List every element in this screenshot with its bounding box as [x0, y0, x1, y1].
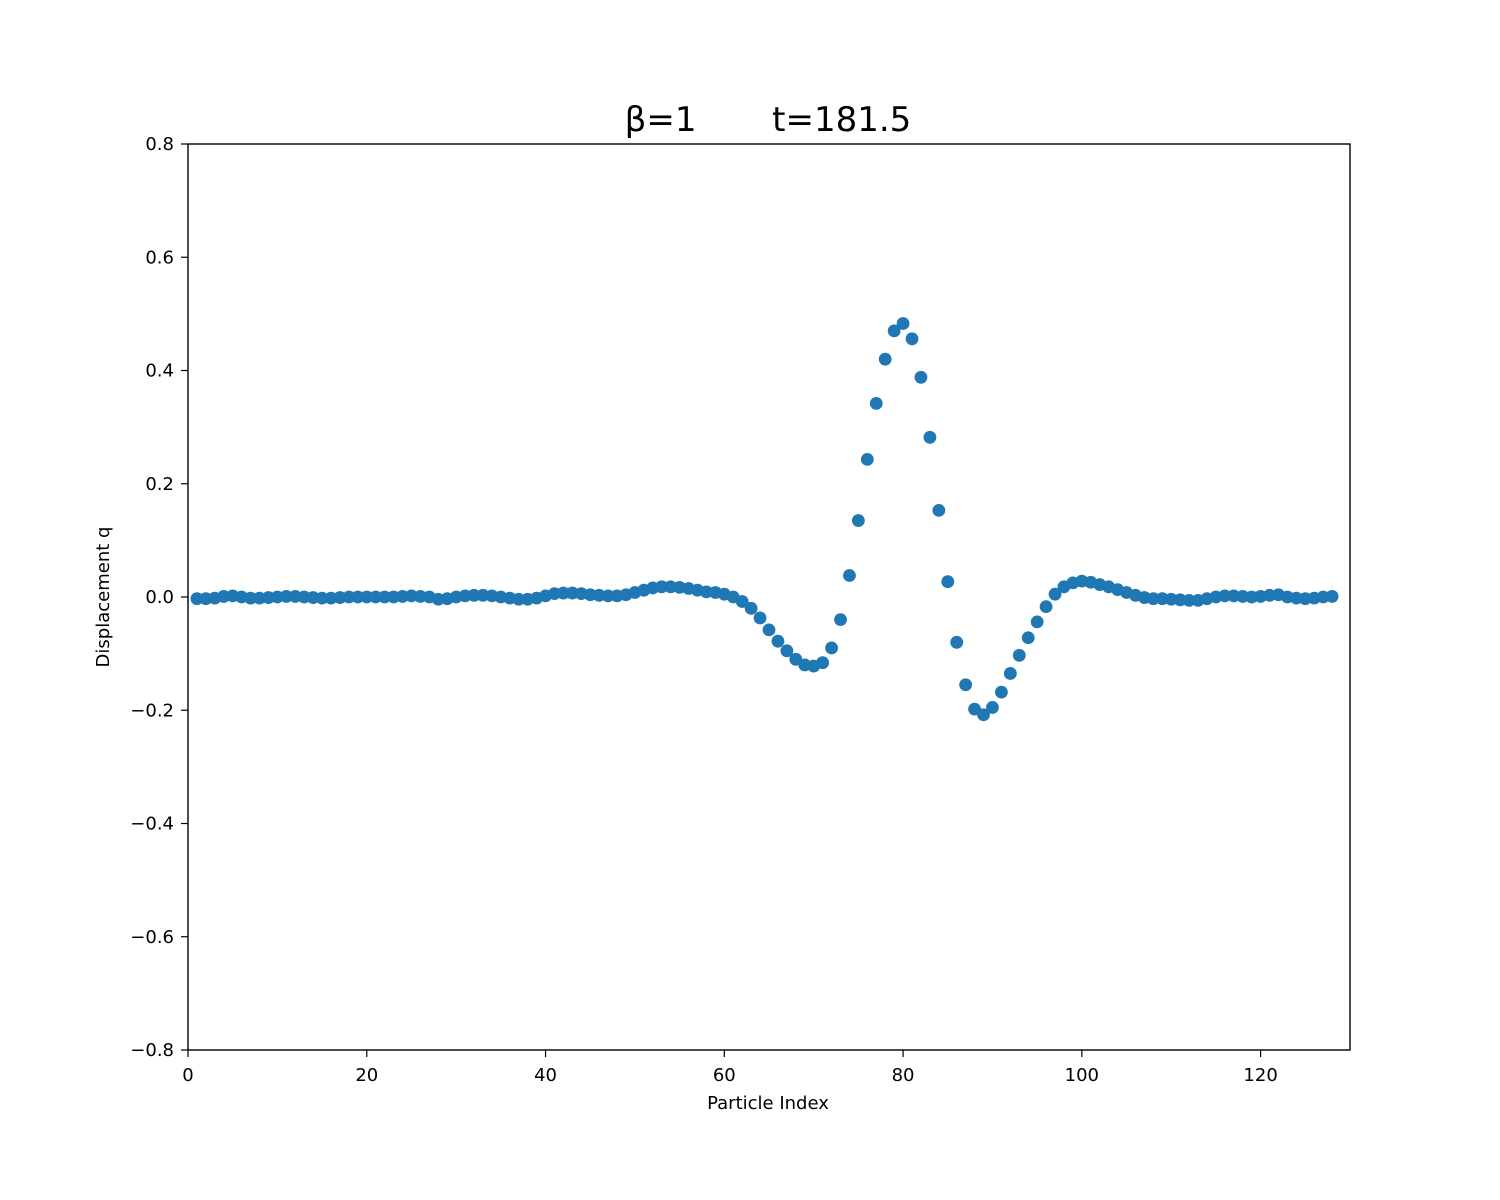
data-point	[279, 590, 293, 603]
data-point	[843, 569, 856, 582]
data-point	[995, 685, 1008, 699]
data-point	[950, 635, 964, 649]
data-point	[1021, 631, 1035, 645]
data-point	[655, 580, 669, 594]
data-point	[467, 588, 481, 602]
y-tick-label: −0.4	[130, 814, 174, 835]
x-axis: 0 20 40 60 80 100 120	[182, 1050, 1278, 1086]
data-point	[378, 590, 392, 604]
x-tick-label: 80	[892, 1065, 915, 1086]
data-point	[744, 601, 758, 615]
data-point	[905, 332, 919, 346]
data-point	[977, 708, 990, 722]
x-axis-label: Particle Index	[707, 1093, 829, 1114]
x-tick-label: 20	[355, 1065, 378, 1086]
data-point	[342, 590, 356, 604]
data-point	[762, 623, 776, 637]
data-point	[878, 352, 892, 366]
data-point	[869, 396, 883, 410]
data-point	[512, 592, 526, 606]
data-point	[601, 589, 615, 603]
data-point	[1146, 592, 1160, 606]
scatter-points	[190, 317, 1339, 722]
data-point	[1003, 667, 1017, 680]
data-point	[932, 503, 946, 517]
x-tick-label: 40	[534, 1065, 557, 1086]
y-tick-label: 0.4	[145, 361, 174, 382]
data-point	[825, 641, 838, 655]
y-tick-label: −0.6	[130, 927, 174, 948]
x-tick-label: 60	[713, 1065, 736, 1086]
y-tick-label: 0.2	[145, 474, 174, 495]
data-point	[914, 370, 928, 384]
data-point	[1012, 648, 1026, 662]
data-point	[1030, 615, 1044, 629]
data-point	[190, 592, 204, 606]
data-point	[816, 656, 830, 670]
x-tick-label: 120	[1243, 1065, 1277, 1086]
data-point	[360, 590, 374, 604]
data-point	[1039, 600, 1053, 614]
x-tick-label: 0	[182, 1065, 193, 1086]
data-point	[351, 590, 365, 604]
data-point	[986, 701, 999, 714]
y-tick-label: −0.2	[130, 700, 174, 721]
data-point	[959, 678, 973, 692]
data-point	[557, 586, 570, 600]
data-point	[851, 514, 865, 527]
data-point	[1218, 589, 1232, 603]
y-axis-label: Displacement q	[93, 527, 114, 668]
data-point	[244, 591, 257, 605]
y-axis: −0.8 −0.6 −0.4 −0.2 0.0 0.2 0.4 0.6 0.8	[130, 134, 188, 1061]
chart-title: β=1 t=181.5	[625, 100, 912, 140]
data-point	[941, 575, 955, 589]
data-point	[735, 595, 749, 608]
data-point	[887, 324, 901, 338]
y-tick-label: 0.0	[145, 587, 174, 608]
data-point	[771, 634, 785, 648]
data-point	[753, 611, 767, 625]
data-point	[369, 590, 383, 604]
data-point	[780, 644, 794, 658]
data-point	[834, 613, 847, 627]
y-tick-label: 0.6	[145, 247, 174, 268]
data-point	[923, 430, 937, 444]
data-point	[1048, 587, 1062, 601]
data-point	[1182, 594, 1196, 607]
data-point	[860, 453, 874, 466]
data-point	[1325, 590, 1339, 603]
y-tick-label: −0.8	[130, 1040, 174, 1061]
data-point	[315, 591, 329, 605]
y-tick-label: 0.8	[145, 134, 174, 155]
data-point	[896, 317, 910, 330]
x-tick-label: 100	[1065, 1065, 1099, 1086]
